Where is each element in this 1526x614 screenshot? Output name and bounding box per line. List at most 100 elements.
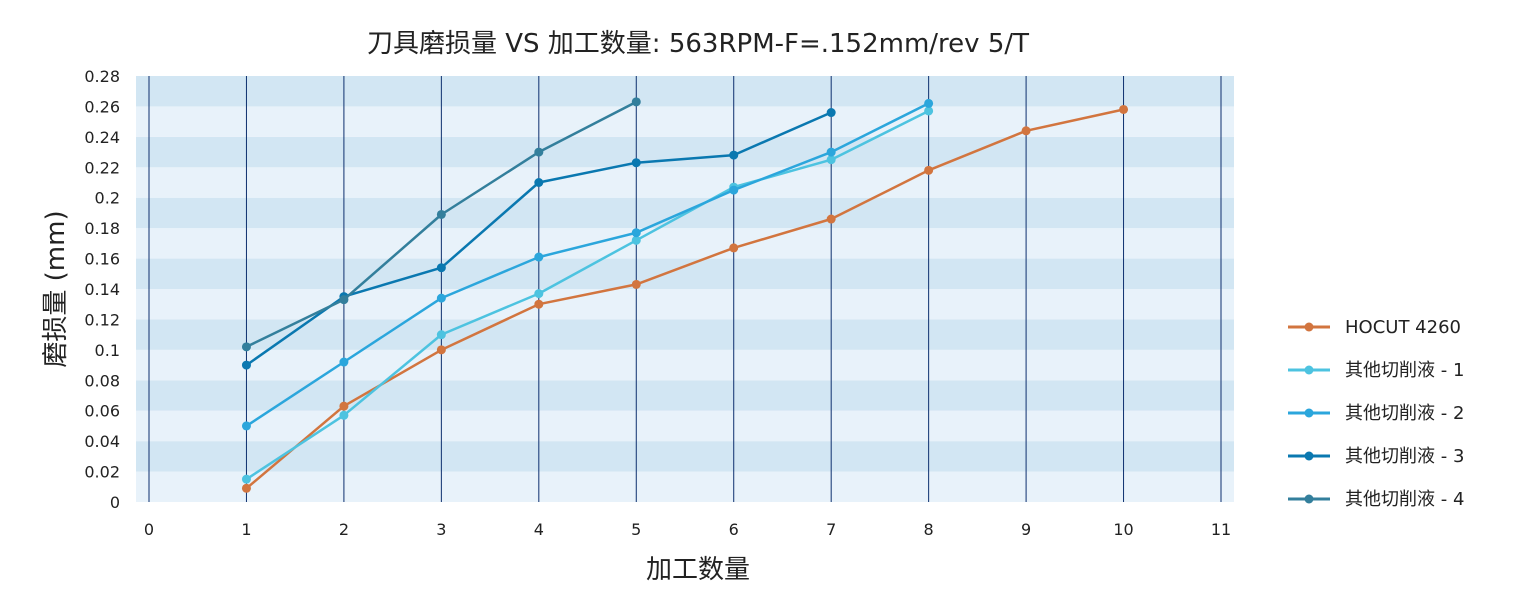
x-tick-label: 6 (729, 520, 739, 539)
plot-band (136, 167, 1234, 198)
legend-label: 其他切削液 - 3 (1345, 446, 1464, 467)
plot-band (136, 106, 1234, 137)
legend-marker (1304, 322, 1314, 332)
legend-item: 其他切削液 - 3 (1288, 446, 1464, 467)
series-line (245, 102, 930, 427)
data-point (436, 330, 446, 340)
y-tick-label: 0.14 (84, 280, 120, 299)
series-line (245, 108, 1124, 490)
y-tick-label: 0 (110, 493, 120, 512)
data-point (436, 345, 446, 355)
data-point (826, 214, 836, 224)
plot-band (136, 76, 1234, 107)
data-point (631, 158, 641, 168)
plot-band (136, 410, 1234, 442)
data-point (241, 421, 251, 431)
y-tick-label: 0.06 (84, 402, 120, 421)
data-point (534, 289, 544, 299)
x-tick-label: 11 (1211, 520, 1231, 539)
x-tick-label: 1 (241, 520, 251, 539)
plot-band (136, 228, 1234, 259)
data-point (534, 299, 544, 309)
x-tick-label: 4 (534, 520, 544, 539)
legend-item: 其他切削液 - 1 (1288, 360, 1464, 381)
data-point (241, 474, 251, 484)
x-axis-ticks: 0 1 2 3 4 5 6 7 8 9 10 11 (144, 520, 1231, 539)
data-point (241, 360, 251, 370)
legend-marker (1304, 365, 1314, 375)
data-point (1119, 104, 1129, 114)
y-tick-label: 0.16 (84, 250, 120, 269)
vertical-gridlines (148, 76, 1222, 502)
data-point (924, 106, 934, 116)
data-point (826, 147, 836, 157)
data-point (631, 97, 641, 107)
data-point (534, 147, 544, 157)
data-point (631, 228, 641, 238)
legend-label: HOCUT 4260 (1345, 317, 1461, 338)
y-tick-label: 0.02 (84, 463, 120, 482)
data-point (729, 150, 739, 160)
data-point (534, 178, 544, 187)
y-axis-label: 磨损量 (mm) (41, 210, 71, 367)
y-tick-label: 0.12 (84, 310, 120, 329)
y-tick-label: 0.24 (84, 128, 120, 147)
series-5 (241, 97, 641, 352)
legend-label: 其他切削液 - 4 (1345, 489, 1464, 510)
y-tick-label: 0.22 (84, 158, 120, 177)
data-point (339, 295, 349, 305)
data-point (631, 235, 641, 245)
plot-band (136, 380, 1234, 411)
x-tick-label: 10 (1113, 520, 1133, 539)
data-point (631, 279, 641, 289)
x-tick-label: 3 (436, 520, 446, 539)
y-tick-label: 0.26 (84, 97, 120, 116)
y-tick-label: 0.08 (84, 371, 120, 390)
plot-band (136, 136, 1234, 168)
data-point (924, 165, 934, 175)
plot-band (136, 289, 1234, 320)
series-2 (241, 106, 934, 484)
y-axis-ticks: 0 0.02 0.04 0.06 0.08 0.1 0.12 0.14 0.16 0.18 0.2 0… (84, 67, 120, 512)
series-lines (241, 97, 1129, 493)
legend-marker (1304, 408, 1314, 418)
legend: HOCUT 4260 其他切削液 - 1 其他切削液 - 2 其他切削液 - 3 其他切… (1288, 317, 1464, 510)
series-3 (241, 98, 934, 431)
data-point (339, 357, 349, 367)
x-tick-label: 7 (826, 520, 836, 539)
y-tick-label: 0.2 (95, 189, 120, 208)
plot-band (136, 319, 1234, 350)
plot-band (136, 258, 1234, 289)
x-axis-label: 加工数量 (646, 555, 750, 585)
legend-item: 其他切削液 - 4 (1288, 489, 1464, 510)
legend-label: 其他切削液 - 1 (1345, 360, 1464, 381)
legend-item: HOCUT 4260 (1288, 317, 1461, 338)
data-point (339, 410, 349, 420)
y-tick-label: 0.28 (84, 67, 120, 86)
x-tick-label: 5 (631, 520, 641, 539)
data-point (924, 98, 934, 108)
y-tick-label: 0.1 (95, 341, 120, 360)
data-point (241, 342, 251, 352)
data-point (729, 243, 739, 253)
data-point (1021, 126, 1031, 136)
plot-band (136, 349, 1234, 381)
series-1 (241, 104, 1129, 493)
legend-label: 其他切削液 - 2 (1345, 403, 1464, 424)
data-point (729, 185, 739, 195)
y-tick-label: 0.18 (84, 219, 120, 238)
x-tick-label: 2 (339, 520, 349, 539)
legend-marker (1304, 451, 1314, 461)
data-point (826, 155, 836, 165)
legend-item: 其他切削液 - 2 (1288, 403, 1464, 424)
plot-band (136, 471, 1234, 502)
chart-title: 刀具磨损量 VS 加工数量: 563RPM-F=.152mm/rev 5/T (367, 29, 1029, 59)
x-tick-label: 9 (1021, 520, 1031, 539)
data-point (436, 293, 446, 303)
data-point (436, 209, 446, 219)
data-point (436, 263, 446, 273)
x-tick-label: 0 (144, 520, 154, 539)
legend-marker (1304, 494, 1314, 504)
plot-band (136, 441, 1234, 472)
